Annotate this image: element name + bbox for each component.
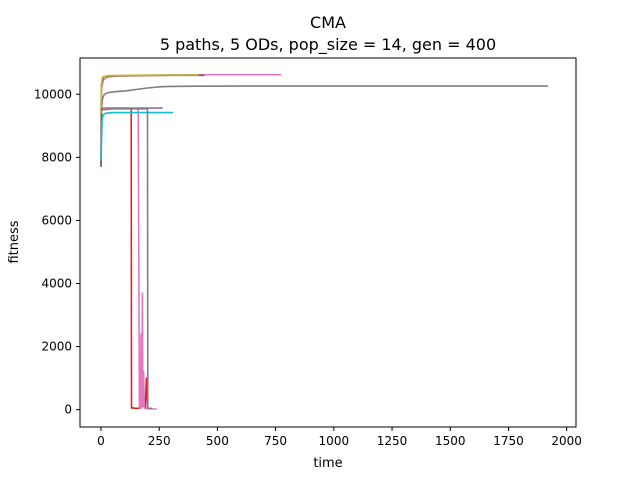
x-tick-label: 250 [148,434,171,448]
y-axis-label: fitness [7,220,22,263]
x-tick-label: 1250 [377,434,408,448]
series-line-0 [100,85,549,167]
y-tick-label: 2000 [41,340,72,354]
y-tick-label: 6000 [41,213,72,227]
series-line-3 [100,74,199,114]
x-tick-label: 1000 [319,434,350,448]
y-axis: 0 2000 4000 6000 8000 10000 [34,87,80,417]
y-tick-label: 0 [64,403,72,417]
x-tick-label: 0 [97,434,105,448]
plot-frame [79,57,577,428]
x-axis: 0 250 500 750 1000 1250 1500 1750 2000 [97,427,582,448]
y-tick-label: 10000 [34,87,72,101]
x-tick-label: 500 [206,434,229,448]
chart-subtitle: 5 paths, 5 ODs, pop_size = 14, gen = 400 [160,35,496,55]
y-tick-label: 8000 [41,150,72,164]
series-line-8 [100,108,153,410]
x-tick-label: 2000 [551,434,582,448]
x-tick-label: 1750 [493,434,524,448]
series-line-7 [100,111,174,161]
chart-title: CMA [310,13,346,32]
y-tick-label: 4000 [41,277,72,291]
x-axis-label: time [313,456,342,471]
series-lines [100,73,549,410]
x-tick-label: 1500 [435,434,466,448]
x-tick-label: 750 [264,434,287,448]
